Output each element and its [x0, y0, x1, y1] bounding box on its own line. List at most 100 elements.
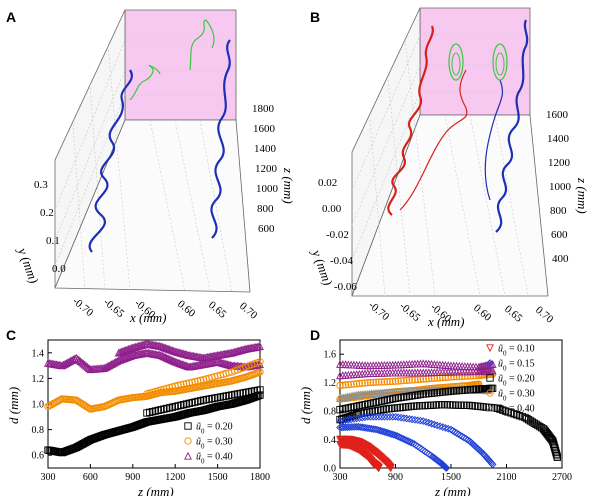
data-point — [194, 377, 202, 385]
data-point — [389, 377, 397, 386]
legend-symbol: ũ — [498, 389, 503, 400]
data-point — [488, 460, 497, 469]
legend-marker — [184, 437, 192, 445]
x-tick-label: 2100 — [497, 472, 517, 483]
x-tick-b-5: 0.70 — [533, 304, 556, 326]
data-point — [397, 377, 405, 385]
legend-text: = 0.40 — [507, 404, 535, 415]
z-axis-label-b: z — [575, 177, 590, 183]
data-point — [256, 386, 264, 394]
legend-text: = 0.30 — [205, 437, 233, 448]
y-tick-b-1: 0.00 — [322, 203, 342, 215]
y-axis-unit: (mm) — [6, 387, 21, 418]
data-point — [336, 381, 344, 390]
data-point — [447, 425, 455, 434]
svg-text:y (mm): y (mm) — [14, 244, 41, 285]
data-point — [436, 422, 444, 431]
data-point — [402, 376, 411, 385]
legend-symbol: ũ — [498, 359, 503, 370]
data-point — [463, 436, 472, 444]
data-point — [358, 379, 366, 387]
data-point — [83, 362, 92, 371]
y-tick-a-2: 0.1 — [46, 235, 60, 247]
svg-text:d (mm): d (mm) — [6, 387, 21, 424]
data-point — [380, 378, 389, 386]
legend-entry: ũ0 = 0.20 — [196, 422, 233, 436]
data-point — [168, 383, 177, 391]
x-tick-label: 1200 — [165, 472, 185, 483]
data-point — [344, 381, 352, 389]
z-tick-b-5: 600 — [551, 229, 568, 241]
trajectory-left-a — [88, 69, 133, 253]
x-tick-label: 900 — [125, 472, 140, 483]
x-tick-a-3: 0.60 — [175, 298, 198, 320]
data-point — [458, 432, 466, 441]
y-axis-label: d — [298, 417, 313, 424]
data-point — [256, 358, 264, 366]
data-point — [191, 377, 199, 386]
legend-text: = 0.20 — [205, 422, 233, 433]
projection-left-b — [448, 43, 464, 81]
data-point — [375, 378, 383, 386]
data-point — [77, 358, 86, 367]
data-point — [341, 423, 350, 432]
x-axis-unit-a: (mm) — [136, 310, 167, 325]
y-axis-label: d — [6, 417, 21, 424]
data-point — [363, 412, 372, 421]
legend-symbol: ũ — [498, 404, 503, 415]
data-point — [427, 419, 436, 428]
data-point — [430, 420, 439, 429]
data-point — [336, 423, 344, 432]
legend-marker — [184, 422, 192, 430]
data-point — [256, 368, 264, 376]
legend-marker — [486, 403, 494, 412]
data-point — [389, 430, 398, 439]
z-tick-a-1: 1600 — [253, 123, 276, 135]
data-point — [73, 354, 82, 363]
data-point — [424, 418, 433, 427]
legend-subscript: 0 — [201, 458, 205, 466]
z-axis-label-a: z — [281, 167, 296, 173]
data-point — [375, 412, 383, 421]
x-tick-label: 1500 — [208, 472, 228, 483]
data-point — [380, 412, 389, 421]
data-point — [400, 435, 409, 444]
z-tick-a-2: 1400 — [254, 143, 277, 155]
data-point — [177, 381, 185, 389]
z-tick-b-0: 1600 — [546, 109, 569, 121]
data-point — [460, 433, 468, 442]
series-7 — [336, 384, 497, 414]
z-tick-a-3: 1200 — [255, 163, 278, 175]
data-point — [386, 377, 394, 386]
series-1 — [44, 368, 264, 413]
data-point — [405, 415, 414, 423]
data-point — [82, 361, 91, 370]
svg-text:d (mm): d (mm) — [298, 387, 313, 424]
x-axis-label: z — [434, 484, 440, 496]
data-point — [361, 413, 369, 422]
data-point — [256, 342, 264, 351]
legend-text: = 0.40 — [205, 452, 233, 463]
data-point — [419, 417, 428, 425]
data-point — [182, 379, 191, 388]
data-point — [553, 452, 561, 460]
z-tick-b-3: 1000 — [549, 181, 572, 193]
legend-marker — [486, 344, 494, 353]
legend-entry: ũ0 = 0.40 — [196, 452, 233, 466]
legend-symbol: ũ — [498, 344, 503, 355]
data-point — [386, 412, 394, 421]
data-point — [444, 424, 453, 433]
legend-entry: ũ0 = 0.20 — [498, 374, 535, 388]
projection-right-b — [492, 43, 508, 81]
y-tick-label: 1.2 — [32, 374, 45, 385]
x-tick-b-4: 0.65 — [502, 303, 525, 325]
data-point — [355, 379, 364, 388]
data-point — [72, 353, 81, 362]
data-point — [399, 434, 407, 443]
panel-label-d: D — [310, 327, 320, 343]
y-tick-label: 0.4 — [324, 435, 337, 446]
floor-b — [351, 114, 549, 297]
